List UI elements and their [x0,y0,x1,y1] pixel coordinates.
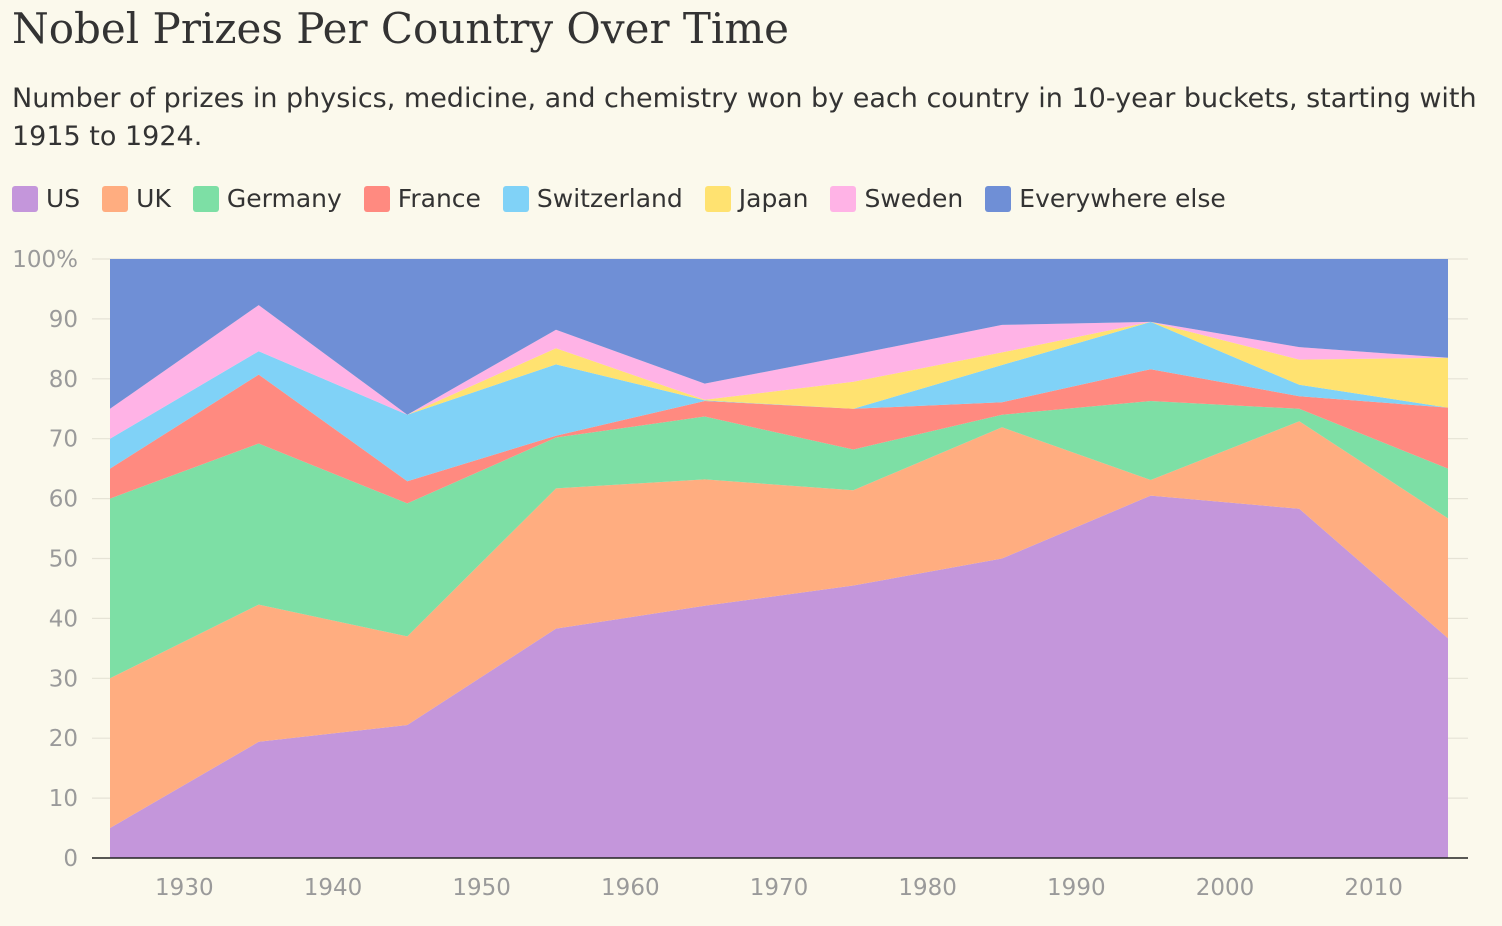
legend-label-everywhere-else: Everywhere else [1019,184,1226,213]
x-tick-label: 1950 [452,875,511,901]
legend-swatch-sweden [830,185,857,212]
legend-item-switzerland: Switzerland [502,184,683,213]
x-tick-label: 1990 [1047,875,1106,901]
legend-label-japan: Japan [738,184,809,213]
area-germany [110,401,1448,679]
x-tick-label: 2000 [1196,875,1255,901]
y-tick-label: 20 [49,726,78,752]
legend-item-germany: Germany [192,184,342,213]
legend-item-uk: UK [102,184,171,213]
y-tick-label: 50 [49,547,78,573]
legend-swatch-japan [704,185,731,212]
x-tick-label: 2010 [1344,875,1403,901]
legend-label-us: US [46,184,81,213]
area-sweden [110,305,1448,439]
y-tick-label: 0 [63,846,78,872]
legend-label-germany: Germany [226,184,342,213]
chart-subtitle: Number of prizes in physics, medicine, a… [12,83,1477,152]
legend-swatch-everywhere-else [985,185,1012,212]
x-axis-ticks: 1930 1940 1950 1960 1970 1980 1990 2000 2010 [155,875,1403,901]
legend-swatch-us [12,185,38,212]
legend-swatch-uk [102,185,129,212]
legend-item-sweden: Sweden [830,184,963,213]
area-us [110,495,1448,858]
y-tick-label: 60 [49,487,78,513]
legend-swatch-france [363,185,390,212]
y-tick-label: 10 [49,786,78,812]
area-france [110,369,1448,504]
legend-item-japan: Japan [704,184,809,213]
legend-item-everywhere-else: Everywhere else [985,184,1226,213]
area-series-group [110,259,1448,858]
legend-item-france: France [363,184,481,213]
x-tick-label: 1970 [750,875,809,901]
legend-label-sweden: Sweden [864,184,964,213]
x-tick-label: 1930 [155,875,214,901]
area-everywhere-else [110,259,1448,415]
y-tick-label: 70 [49,427,78,453]
legend-swatch-germany [192,185,219,212]
y-tick-label: 90 [49,307,78,333]
x-tick-label: 1980 [898,875,957,901]
legend-label-uk: UK [136,184,171,213]
area-uk [110,421,1448,828]
legend-item-us: US [12,184,80,213]
y-tick-label: 80 [49,367,78,393]
legend-swatch-switzerland [502,185,529,212]
chart-title: Nobel Prizes Per Country Over Time [12,4,789,53]
area-switzerland [110,321,1448,482]
y-axis-ticks: 100% 90 80 70 60 50 40 30 20 10 0 [12,247,78,872]
chart-legend: US UK Germany France Switzerland Japan Sweden E… [12,184,1248,213]
legend-label-switzerland: Switzerland [536,184,683,213]
x-tick-label: 1960 [601,875,660,901]
x-tick-label: 1940 [304,875,363,901]
legend-label-france: France [397,184,481,213]
y-tick-label: 40 [49,606,78,632]
y-tick-label: 30 [49,666,78,692]
y-tick-label: 100% [12,247,78,273]
